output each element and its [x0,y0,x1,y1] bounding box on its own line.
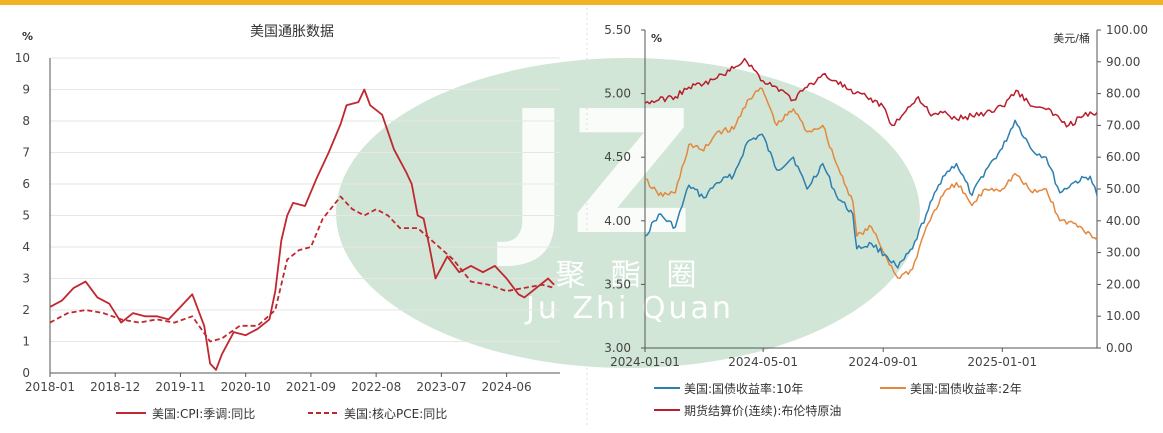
right-y-axis-ticks: 0.00 10.00 20.00 30.00 40.00 50.00 60.00 70.00 8… [1096,23,1148,355]
series-brent-line [644,57,1098,128]
watermark-ellipse [336,58,920,368]
right-axis-unit: 美元/桶 [1053,31,1090,45]
series-lines [49,88,555,371]
right-y-tick-label: 20.00 [1106,277,1140,291]
y-tick-label: 8 [22,114,30,128]
yields-oil-chart: % 美元/桶 3.00 3.50 4.00 4.50 5.00 5.50 0.00 10.0… [604,23,1148,418]
series-2y-yield-line [644,87,1098,280]
legend: 美国:国债收益率:10年 美国:国债收益率:2年 期货结算价(连续):布伦特原油 [654,381,1022,418]
x-tick-label: 2024-05-01 [728,355,798,369]
series-10y-yield-line [644,119,1098,269]
y-axis-unit: % [22,30,33,43]
x-tick-label: 2018-01 [25,380,75,394]
x-axis-ticks: 2018-01 2018-12 2019-11 2020-10 2021-09 2022-… [25,373,532,394]
left-axis-unit: % [651,32,662,45]
right-y-tick-label: 40.00 [1106,214,1140,228]
legend-label-pce: 美国:核心PCE:同比 [344,407,447,421]
inflation-chart: 美国通胀数据 % 0 1 2 3 4 5 6 7 8 9 10 2018-01 2018-12 2019… [15,24,560,421]
y-tick-label: 4 [22,240,30,254]
left-y-tick-label: 5.00 [604,87,631,101]
right-y-tick-label: 30.00 [1106,246,1140,260]
y-tick-label: 10 [15,51,30,65]
right-y-tick-label: 60.00 [1106,150,1140,164]
x-tick-label: 2019-11 [155,380,205,394]
right-y-tick-label: 90.00 [1106,55,1140,69]
right-y-tick-label: 10.00 [1106,309,1140,323]
legend-label-brent: 期货结算价(连续):布伦特原油 [684,403,841,418]
x-tick-label: 2018-12 [90,380,140,394]
right-y-tick-label: 0.00 [1106,341,1133,355]
watermark-logo: JZ [497,75,694,273]
legend-label-cpi: 美国:CPI:季调:同比 [152,407,255,421]
y-tick-label: 1 [22,335,30,349]
x-tick-label: 2024-09-01 [848,355,918,369]
y-tick-label: 6 [22,177,30,191]
legend-label-2y: 美国:国债收益率:2年 [910,381,1022,396]
grid [49,57,560,374]
x-tick-label: 2024-06 [482,380,532,394]
x-tick-label: 2023-07 [416,380,466,394]
series-lines [644,57,1098,280]
watermark-text-en: Ju Zhi Quan [524,291,734,326]
left-y-tick-label: 4.00 [604,214,631,228]
left-y-axis-ticks: 3.00 3.50 4.00 4.50 5.00 5.50 [604,23,646,355]
y-tick-label: 7 [22,146,30,160]
watermark: JZ 聚 酯 圈 Ju Zhi Quan [336,58,920,368]
y-tick-label: 0 [22,366,30,380]
left-y-tick-label: 3.00 [604,341,631,355]
x-tick-label: 2024-01-01 [610,355,680,369]
right-y-tick-label: 80.00 [1106,87,1140,101]
right-y-tick-label: 70.00 [1106,118,1140,132]
right-y-tick-label: 100.00 [1106,23,1148,37]
right-y-tick-label: 50.00 [1106,182,1140,196]
x-axis-ticks: 2024-01-01 2024-05-01 2024-09-01 2025-01-01 [610,347,1097,369]
y-tick-label: 9 [22,83,30,97]
chart-title: 美国通胀数据 [250,24,334,40]
x-tick-label: 2020-10 [221,380,271,394]
left-y-tick-label: 3.50 [604,277,631,291]
x-tick-label: 2021-09 [286,380,336,394]
x-tick-label: 2022-08 [351,380,401,394]
legend-label-10y: 美国:国债收益率:10年 [684,381,803,396]
watermark-text-cn: 聚 酯 圈 [555,258,704,293]
left-y-tick-label: 4.50 [604,150,631,164]
y-axis-ticks: 0 1 2 3 4 5 6 7 8 9 10 [15,51,30,380]
left-y-tick-label: 5.50 [604,23,631,37]
series-core-pce-line [49,195,555,343]
y-tick-label: 3 [22,272,30,286]
legend: 美国:CPI:季调:同比 美国:核心PCE:同比 [116,407,447,421]
series-cpi-line [49,88,555,371]
top-accent-bar [0,0,1163,5]
y-tick-label: 5 [22,209,30,223]
y-tick-label: 2 [22,303,30,317]
x-tick-label: 2025-01-01 [967,355,1037,369]
